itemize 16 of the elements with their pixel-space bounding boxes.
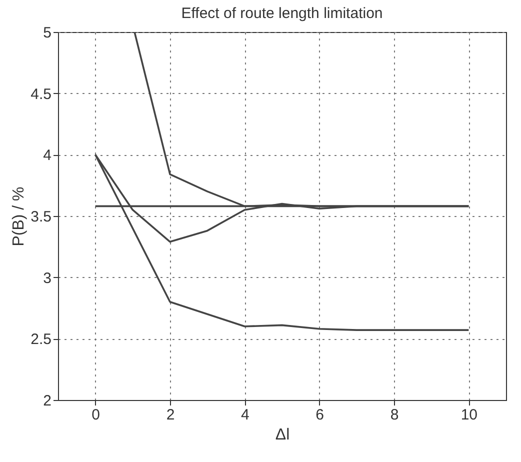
y-tick-label: 4 (43, 147, 52, 164)
y-tick-label: 3.5 (30, 208, 52, 226)
x-tick-label: 0 (92, 406, 100, 424)
x-tick-label: 2 (166, 406, 175, 424)
x-tick-label: 6 (316, 406, 324, 424)
y-axis-title: P(B) / % (10, 186, 28, 246)
y-tick-label: 3 (43, 270, 52, 287)
x-axis-title: Δl (275, 426, 290, 444)
x-tick-label: 4 (240, 406, 250, 424)
x-tick-label: 8 (390, 406, 399, 424)
x-tick-label: 10 (460, 406, 478, 424)
y-tick-label: 5 (43, 24, 52, 42)
chart-title: Effect of route length limitation (181, 5, 383, 22)
y-tick-label: 2.5 (30, 331, 52, 348)
y-tick-label: 4.5 (30, 86, 52, 103)
y-tick-label: 2 (43, 392, 52, 410)
